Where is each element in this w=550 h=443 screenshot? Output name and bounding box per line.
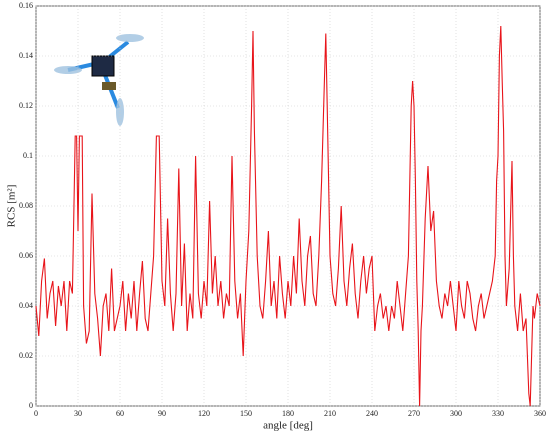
y-tick-label: 0.08 [19,201,33,210]
x-tick-label: 210 [324,409,336,418]
y-tick-label: 0.04 [19,301,33,310]
y-tick-label: 0.16 [19,1,33,10]
y-tick-label: 0.1 [23,151,33,160]
y-axis-label: RCS [m²] [6,185,18,228]
y-tick-label: 0.02 [19,351,33,360]
x-tick-label: 120 [198,409,210,418]
x-tick-label: 60 [116,409,124,418]
x-tick-label: 180 [282,409,294,418]
x-tick-label: 300 [450,409,462,418]
x-tick-label: 30 [74,409,82,418]
x-tick-label: 240 [366,409,378,418]
x-axis-label: angle [deg] [263,420,313,432]
y-tick-label: 0.06 [19,251,33,260]
y-tick-label: 0 [29,401,33,410]
x-tick-label: 360 [534,409,546,418]
x-tick-label: 150 [240,409,252,418]
x-tick-label: 270 [408,409,420,418]
x-tick-label: 330 [492,409,504,418]
y-tick-label: 0.12 [19,101,33,110]
y-tick-label: 0.14 [19,51,33,60]
x-tick-label: 0 [34,409,38,418]
x-tick-label: 90 [158,409,166,418]
rcs-line [35,25,541,407]
